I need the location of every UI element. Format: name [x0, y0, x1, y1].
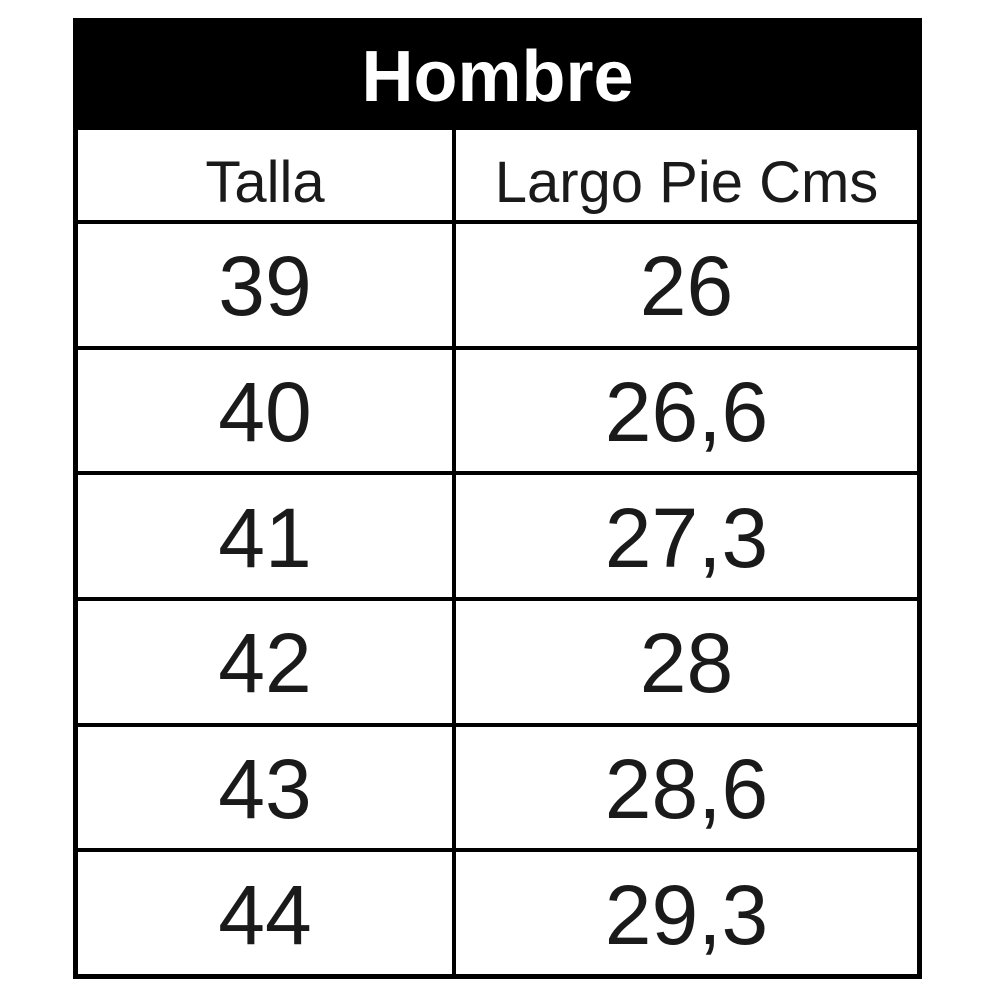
column-header-largo-pie-cms: Largo Pie Cms [494, 149, 879, 215]
table-row: 42 28 [78, 597, 917, 723]
cell-talla: 42 [78, 601, 456, 723]
table-row: 44 29,3 [78, 848, 917, 975]
cell-talla: 41 [78, 475, 456, 598]
column-header-talla: Talla [78, 130, 456, 220]
table-row: 40 26,6 [78, 345, 917, 472]
cell-largo: 26 [639, 239, 734, 334]
cell-talla: 40 [78, 349, 456, 472]
cell-talla: 39 [78, 224, 456, 346]
table-row: 43 28,6 [78, 722, 917, 849]
cell-largo: 26,6 [604, 365, 769, 459]
size-chart-table: Hombre Talla Largo Pie Cms 39 26 40 26,6… [73, 18, 922, 979]
cell-largo: 27,3 [604, 490, 769, 585]
cell-talla: 43 [78, 726, 456, 849]
cell-largo: 29,3 [604, 867, 769, 962]
table-row: 39 26 [78, 220, 917, 346]
table-header-row: Talla Largo Pie Cms [78, 130, 917, 220]
table-title: Hombre [78, 23, 917, 130]
table-row: 41 27,3 [78, 471, 917, 598]
cell-talla: 44 [78, 852, 456, 975]
cell-largo: 28,6 [604, 742, 769, 837]
cell-largo: 28 [639, 616, 734, 711]
